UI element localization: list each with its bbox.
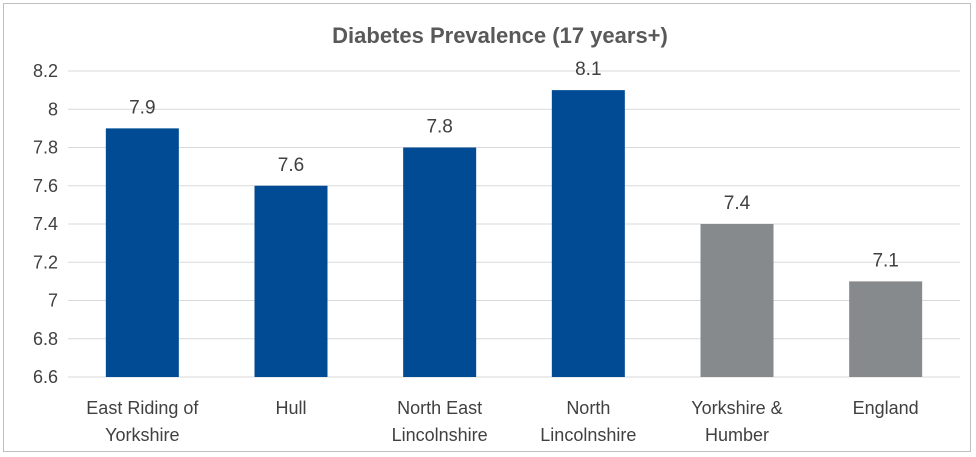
bar — [254, 185, 328, 377]
data-label: 8.1 — [575, 59, 601, 80]
bars — [105, 90, 923, 377]
x-axis-categories: East Riding of Yorkshire Hull North East Lin… — [86, 398, 918, 445]
x-category-label: Yorkshire — [105, 425, 179, 445]
data-label: 7.4 — [724, 193, 751, 214]
data-label: 7.6 — [278, 155, 304, 176]
data-labels: 7.9 7.6 7.8 8.1 7.4 7.1 — [129, 59, 899, 271]
x-category-label: Yorkshire & — [691, 398, 782, 418]
y-tick-label: 8.2 — [33, 61, 58, 81]
bar — [403, 147, 477, 377]
bar — [700, 224, 774, 377]
y-tick-label: 6.8 — [33, 329, 58, 349]
bar — [551, 90, 625, 377]
data-label: 7.1 — [872, 250, 898, 271]
y-tick-label: 7.2 — [33, 252, 58, 272]
x-category-label: North — [566, 398, 610, 418]
y-tick-label: 7.6 — [33, 176, 58, 196]
x-category-label: Lincolnshire — [392, 425, 488, 445]
data-label: 7.8 — [426, 117, 452, 138]
y-tick-label: 7.4 — [33, 214, 58, 234]
data-label: 7.9 — [129, 97, 155, 118]
x-category-label: North East — [397, 398, 482, 418]
y-tick-label: 7 — [48, 291, 58, 311]
chart-title: Diabetes Prevalence (17 years+) — [332, 23, 668, 48]
x-category-label: Humber — [705, 425, 769, 445]
x-category-label: Lincolnshire — [540, 425, 636, 445]
y-axis-ticks: 6.6 6.8 7 7.2 7.4 7.6 7.8 8 8.2 — [33, 61, 58, 387]
y-tick-label: 8 — [48, 99, 58, 119]
x-category-label: England — [853, 398, 919, 418]
y-tick-label: 6.6 — [33, 367, 58, 387]
x-category-label: East Riding of — [86, 398, 199, 418]
y-tick-label: 7.8 — [33, 138, 58, 158]
bar — [849, 281, 923, 377]
bar — [105, 128, 179, 377]
x-category-label: Hull — [275, 398, 306, 418]
gridlines — [68, 70, 960, 378]
